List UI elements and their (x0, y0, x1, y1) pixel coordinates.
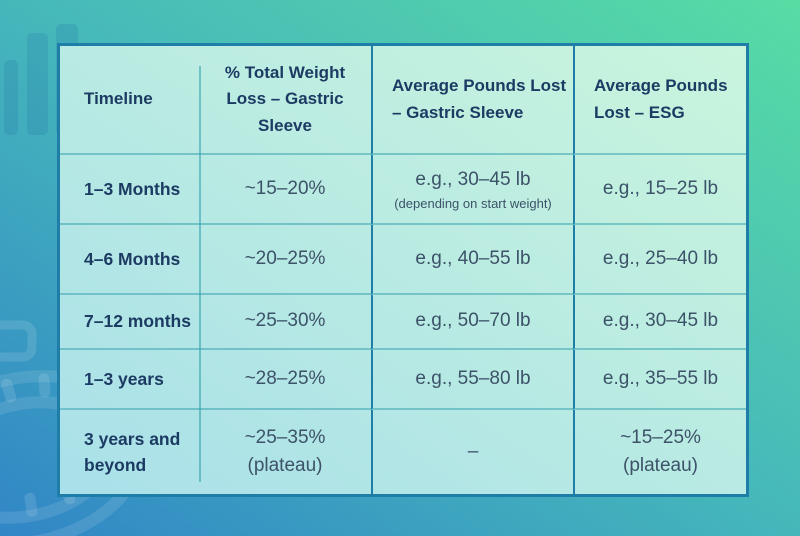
pounds-note: (plateau) (623, 455, 698, 476)
avg-pounds-gastric-sleeve-cell: e.g., 30–45 lb (depending on start weigh… (371, 155, 573, 225)
pounds-value: – (467, 440, 479, 462)
avg-pounds-esg-cell: e.g., 30–45 lb (573, 295, 746, 350)
pounds-note: (depending on start weight) (394, 195, 552, 211)
column-header-avg-pounds-esg: Average Pounds Lost – ESG (573, 46, 746, 155)
pct-note: (plateau) (247, 455, 323, 476)
column-header-label: Timeline (84, 89, 153, 109)
avg-pounds-gastric-sleeve-cell: – (371, 410, 573, 494)
column-header-pct-weight-loss-gastric-sleeve: % Total Weight Loss – Gastric Sleeve (199, 46, 371, 155)
pct-value: ~20–25% (244, 247, 326, 269)
avg-pounds-gastric-sleeve-cell: e.g., 40–55 lb (371, 225, 573, 295)
avg-pounds-esg-cell: ~15–25% (plateau) (573, 410, 746, 494)
pct-weight-loss-cell: ~25–35% (plateau) (199, 410, 371, 494)
pounds-value: e.g., 50–70 lb (415, 310, 531, 332)
pct-weight-loss-cell: ~20–25% (199, 225, 371, 295)
bar-chart-bar (4, 60, 18, 135)
pounds-value: e.g., 40–55 lb (415, 247, 531, 269)
column-header-avg-pounds-gastric-sleeve: Average Pounds Lost – Gastric Sleeve (371, 46, 573, 155)
timeline-cell: 1–3 Months (60, 155, 199, 225)
avg-pounds-gastric-sleeve-cell: e.g., 55–80 lb (371, 350, 573, 410)
timeline-cell: 7–12 months (60, 295, 199, 350)
pct-weight-loss-cell: ~28–25% (199, 350, 371, 410)
pounds-value: ~15–25% (620, 426, 701, 448)
pounds-value: e.g., 30–45 lb (415, 169, 531, 191)
timeline-value: 4–6 Months (84, 248, 181, 269)
pounds-value: e.g., 35–55 lb (602, 367, 719, 389)
pct-value: ~25–35% (244, 426, 326, 448)
timeline-cell: 1–3 years (60, 350, 199, 410)
timeline-value: 1–3 Months (84, 178, 181, 199)
pct-value: ~25–30% (244, 310, 326, 332)
timeline-cell: 4–6 Months (60, 225, 199, 295)
pounds-value: e.g., 30–45 lb (602, 310, 719, 332)
column-header-label: Average Pounds Lost – ESG (594, 76, 728, 122)
avg-pounds-esg-cell: e.g., 35–55 lb (573, 350, 746, 410)
pct-weight-loss-cell: ~15–20% (199, 155, 371, 225)
pct-weight-loss-cell: ~25–30% (199, 295, 371, 350)
column-header-label: % Total Weight Loss – Gastric Sleeve (224, 62, 346, 135)
bar-chart-bar (27, 33, 48, 135)
avg-pounds-esg-cell: e.g., 15–25 lb (573, 155, 746, 225)
column-header-label: Average Pounds Lost – Gastric Sleeve (392, 76, 567, 122)
timeline-cell: 3 years and beyond (60, 410, 199, 494)
avg-pounds-gastric-sleeve-cell: e.g., 50–70 lb (371, 295, 573, 350)
timeline-value: 3 years and beyond (84, 428, 181, 475)
pct-value: ~15–20% (244, 177, 326, 199)
pounds-value: e.g., 55–80 lb (415, 367, 531, 389)
avg-pounds-esg-cell: e.g., 25–40 lb (573, 225, 746, 295)
pounds-value: e.g., 15–25 lb (602, 177, 719, 199)
timeline-value: 1–3 years (84, 368, 164, 389)
pct-value: ~28–25% (244, 367, 326, 389)
timeline-value: 7–12 months (84, 311, 191, 332)
pounds-value: e.g., 25–40 lb (602, 247, 719, 269)
column-header-timeline: Timeline (60, 46, 199, 155)
weight-loss-comparison-table: Timeline % Total Weight Loss – Gastric S… (57, 43, 749, 497)
